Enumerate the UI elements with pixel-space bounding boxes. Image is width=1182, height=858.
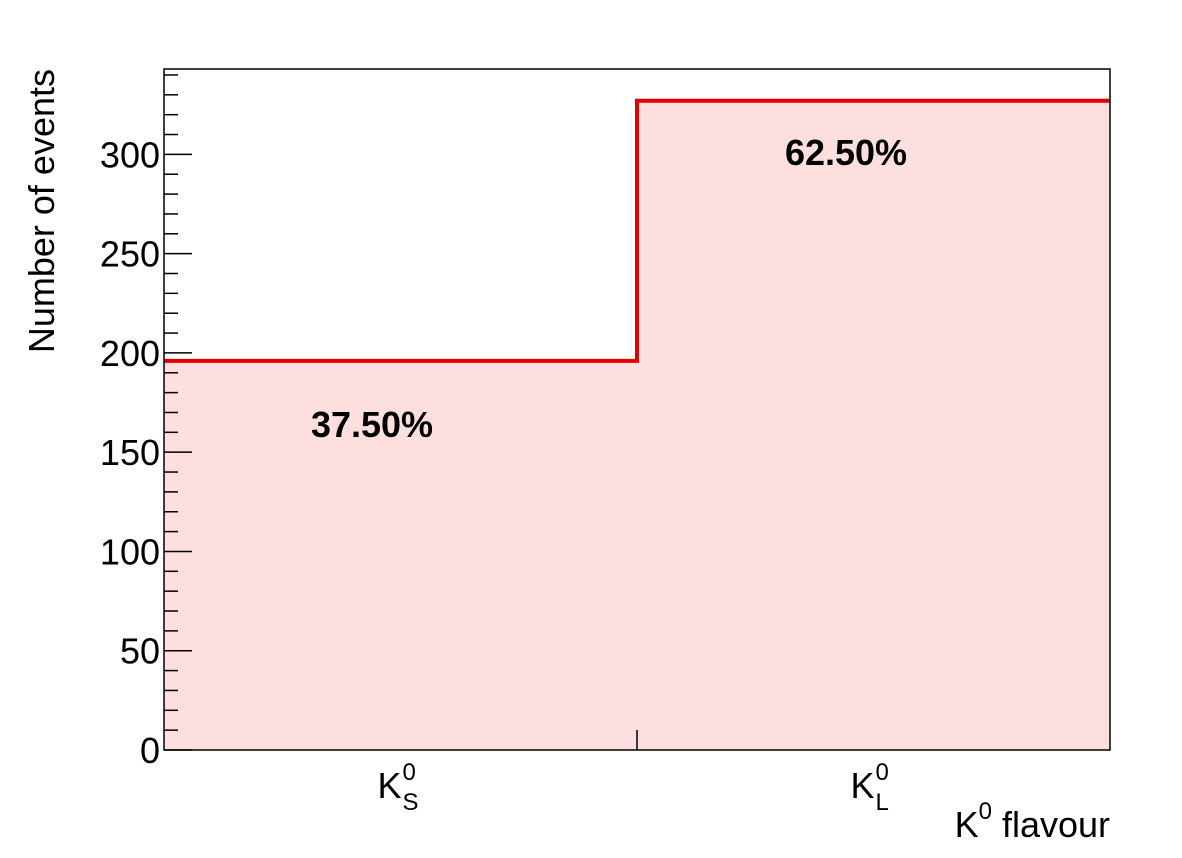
- y-axis-title: Number of events: [21, 69, 62, 353]
- x-tick-label-sup-0: 0: [403, 759, 416, 786]
- y-tick-label-3: 150: [100, 432, 160, 473]
- bar-0: [164, 360, 637, 750]
- bar-1: [637, 100, 1110, 750]
- y-tick-label-6: 300: [100, 134, 160, 175]
- y-tick-label-4: 200: [100, 333, 160, 374]
- y-tick-label-0: 0: [140, 730, 160, 771]
- x-tick-label-0: K: [378, 765, 402, 806]
- y-tick-label-2: 100: [100, 531, 160, 572]
- x-axis-title: K0 flavour: [955, 798, 1110, 845]
- x-tick-label-sub-1: L: [876, 789, 889, 816]
- data-label-0: 37.50%: [311, 404, 433, 445]
- y-tick-label-1: 50: [120, 631, 160, 672]
- x-tick-label-sub-0: S: [403, 789, 419, 816]
- data-label-1: 62.50%: [785, 132, 907, 173]
- x-tick-label-1: K: [851, 765, 875, 806]
- x-tick-label-sup-1: 0: [876, 759, 889, 786]
- y-tick-label-5: 250: [100, 234, 160, 275]
- histogram-outline: [164, 98, 1110, 363]
